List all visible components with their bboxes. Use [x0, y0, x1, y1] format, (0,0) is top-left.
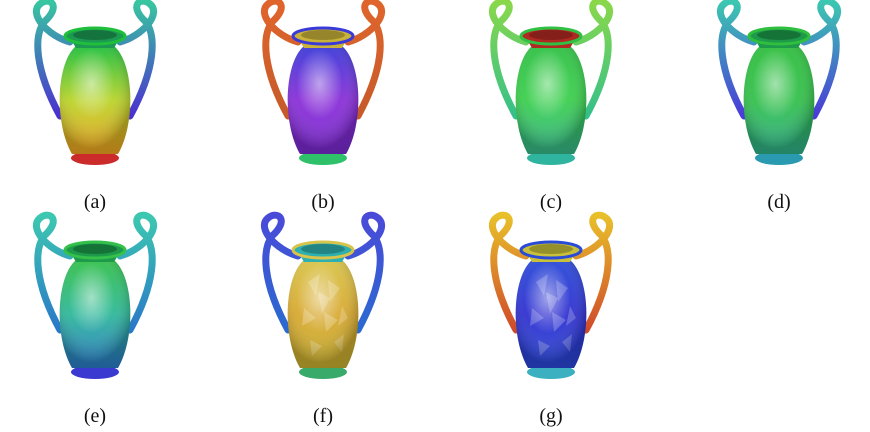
vase-rim [519, 240, 583, 260]
vase-opening [529, 244, 573, 254]
left-handle [488, 211, 530, 334]
vase-base [299, 365, 347, 379]
vase-rim [63, 26, 127, 46]
vase-shading [515, 46, 587, 154]
vase-image [260, 0, 386, 165]
left-handle [716, 0, 758, 120]
panel-c: (c) [486, 0, 616, 213]
caption-b: (b) [311, 191, 335, 213]
vase-rim [63, 240, 127, 260]
vase-base [527, 151, 575, 165]
vase-shading [59, 46, 131, 154]
right-handle [344, 211, 386, 334]
vase-image [260, 211, 386, 379]
vase-opening [301, 30, 345, 40]
vase-shading [59, 260, 131, 368]
right-handle [116, 0, 158, 120]
right-handle [572, 0, 614, 120]
vase-opening [73, 30, 117, 40]
panel-e: (e) [30, 211, 160, 427]
left-handle [260, 211, 302, 334]
right-handle [800, 0, 842, 120]
right-handle [116, 211, 158, 334]
vase-shading [743, 46, 815, 154]
caption-f: (f) [313, 405, 333, 427]
panel-f: (f) [258, 211, 388, 427]
caption-e: (e) [83, 405, 107, 427]
vase-rim [519, 26, 583, 46]
vase-image [488, 211, 614, 379]
vase-shading [515, 260, 587, 368]
left-handle [32, 211, 74, 334]
vase-rim [291, 26, 355, 46]
caption-d: (d) [767, 191, 791, 213]
vase-opening [757, 30, 801, 40]
left-handle [260, 0, 302, 120]
right-handle [344, 0, 386, 120]
vase-image [32, 0, 158, 165]
vase-opening [301, 244, 345, 254]
vase-opening [529, 30, 573, 40]
caption-a: (a) [83, 191, 107, 213]
vase-rim [291, 240, 355, 260]
caption-c: (c) [539, 191, 563, 213]
panel-b: (b) [258, 0, 388, 213]
left-handle [488, 0, 530, 120]
panel-d: (d) [714, 0, 844, 213]
vase-base [299, 151, 347, 165]
vase-shading [287, 260, 359, 368]
vase-base [71, 151, 119, 165]
vase-base [527, 365, 575, 379]
left-handle [32, 0, 74, 120]
caption-g: (g) [539, 405, 563, 427]
vase-image [488, 0, 614, 165]
vase-opening [73, 244, 117, 254]
panel-g: (g) [486, 211, 616, 427]
right-handle [572, 211, 614, 334]
vase-base [755, 151, 803, 165]
vase-image [32, 211, 158, 379]
panel-a: (a) [30, 0, 160, 213]
vase-rim [747, 26, 811, 46]
vase-image [716, 0, 842, 165]
vase-base [71, 365, 119, 379]
vase-shading [287, 46, 359, 154]
